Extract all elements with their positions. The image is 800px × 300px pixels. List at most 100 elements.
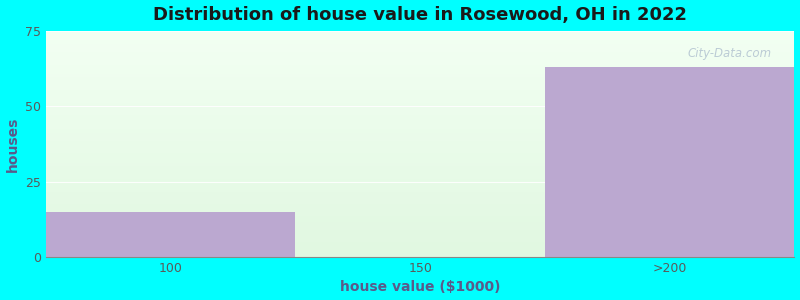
Bar — [46, 148, 794, 150]
Bar — [46, 58, 794, 59]
Bar — [46, 62, 794, 64]
Bar — [46, 234, 794, 236]
Bar — [46, 254, 794, 256]
Bar — [46, 124, 794, 126]
Bar — [46, 65, 794, 67]
Bar — [46, 73, 794, 74]
Bar — [46, 154, 794, 156]
Bar — [46, 219, 794, 221]
Bar — [46, 129, 794, 130]
Bar — [46, 225, 794, 227]
Bar — [46, 197, 794, 198]
Bar — [46, 153, 794, 154]
Bar — [46, 239, 794, 240]
Bar — [46, 156, 794, 158]
Bar — [46, 228, 794, 230]
Bar — [46, 165, 794, 166]
Y-axis label: houses: houses — [6, 116, 19, 172]
Bar — [46, 132, 794, 133]
Bar — [46, 171, 794, 172]
Bar — [46, 237, 794, 239]
Bar — [46, 176, 794, 177]
Bar — [46, 243, 794, 245]
Bar — [46, 146, 794, 147]
Bar — [46, 55, 794, 56]
Bar — [46, 230, 794, 231]
Bar — [46, 174, 794, 176]
Bar — [46, 138, 794, 139]
Text: City-Data.com: City-Data.com — [688, 46, 772, 59]
Bar — [46, 172, 794, 174]
Bar — [46, 108, 794, 109]
Bar — [46, 144, 794, 146]
Bar — [46, 152, 794, 153]
Bar — [46, 194, 794, 195]
Bar — [46, 61, 794, 62]
Bar — [46, 248, 794, 250]
Bar — [46, 47, 794, 49]
Bar — [46, 91, 794, 92]
Bar — [46, 56, 794, 58]
Bar — [46, 251, 794, 253]
Bar — [46, 141, 794, 142]
Bar — [46, 34, 794, 35]
Bar — [46, 201, 794, 203]
Bar — [46, 236, 794, 237]
Bar — [46, 68, 794, 70]
Bar — [46, 158, 794, 159]
Bar — [46, 168, 794, 170]
Bar — [46, 164, 794, 165]
Bar — [46, 126, 794, 127]
Bar — [46, 200, 794, 201]
Bar — [46, 159, 794, 160]
Bar — [46, 83, 794, 85]
Bar — [46, 99, 794, 100]
Bar — [46, 109, 794, 111]
Bar — [46, 198, 794, 200]
Bar — [46, 180, 794, 182]
Bar — [46, 162, 794, 164]
Bar — [46, 224, 794, 225]
Bar — [46, 216, 794, 218]
Bar — [46, 139, 794, 141]
Bar — [46, 160, 794, 162]
Bar — [46, 135, 794, 136]
Bar — [46, 74, 794, 76]
Bar — [46, 117, 794, 118]
Bar — [46, 182, 794, 183]
Bar — [46, 79, 794, 80]
Bar — [46, 183, 794, 184]
Bar — [46, 247, 794, 248]
Bar — [46, 256, 794, 257]
Bar — [46, 206, 794, 207]
Bar — [46, 221, 794, 222]
Bar — [46, 32, 794, 34]
Bar — [46, 188, 794, 189]
Bar — [46, 35, 794, 37]
Bar — [46, 76, 794, 77]
Bar — [46, 105, 794, 106]
Bar — [46, 184, 794, 186]
Bar — [46, 186, 794, 188]
Bar — [46, 40, 794, 41]
Bar — [46, 86, 794, 88]
Bar — [46, 49, 794, 50]
Bar — [46, 102, 794, 103]
Bar — [46, 231, 794, 233]
Bar — [46, 203, 794, 204]
Bar — [46, 253, 794, 254]
Bar — [46, 147, 794, 148]
Title: Distribution of house value in Rosewood, OH in 2022: Distribution of house value in Rosewood,… — [154, 6, 687, 24]
Bar — [46, 64, 794, 65]
Bar — [46, 85, 794, 86]
Bar — [46, 189, 794, 190]
Bar — [46, 103, 794, 105]
Bar — [46, 177, 794, 178]
Bar — [46, 142, 794, 144]
X-axis label: house value ($1000): house value ($1000) — [340, 280, 501, 294]
Bar — [46, 245, 794, 247]
Bar — [46, 192, 794, 194]
Bar — [46, 120, 794, 121]
Bar — [46, 178, 794, 180]
Bar — [46, 88, 794, 89]
